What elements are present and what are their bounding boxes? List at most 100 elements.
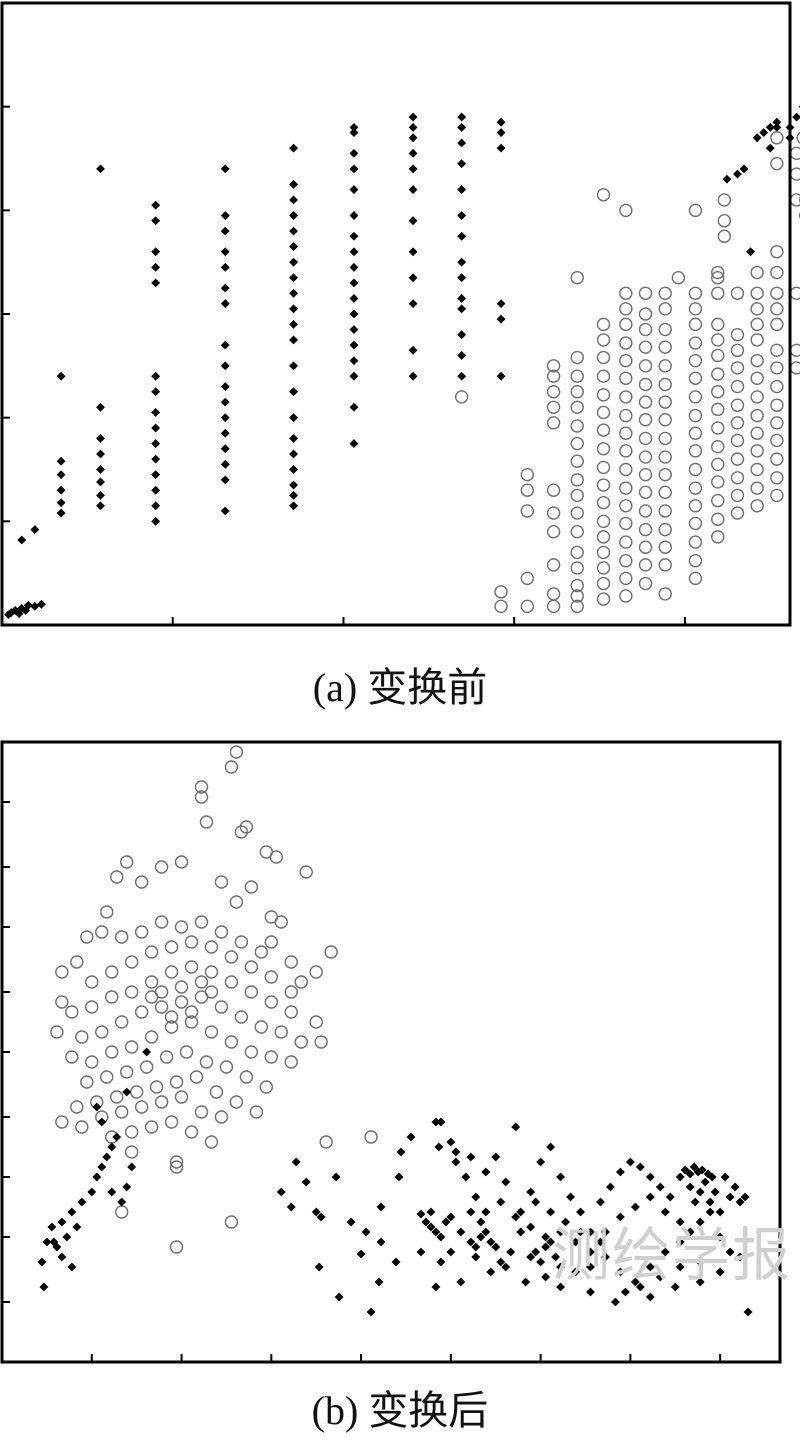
data-point-circle — [224, 975, 239, 989]
data-point-circle — [154, 860, 169, 874]
data-point-circle — [184, 935, 199, 949]
data-point-star — [496, 117, 506, 127]
data-point-circle — [65, 1005, 79, 1019]
data-point-circle — [294, 1035, 308, 1049]
data-point-star — [361, 1227, 371, 1237]
data-point-star — [57, 1217, 67, 1227]
data-point-circle — [619, 317, 633, 332]
data-point-circle — [570, 369, 584, 383]
data-point-star — [349, 247, 359, 257]
data-point-star — [56, 508, 66, 518]
data-point-circle — [219, 1060, 234, 1074]
data-point-star — [421, 1217, 431, 1227]
data-point-star — [289, 319, 298, 329]
data-point-circle — [570, 506, 584, 520]
data-point-circle — [711, 457, 725, 472]
data-point-circle — [494, 585, 508, 599]
data-point-circle — [658, 540, 672, 554]
data-point-circle — [688, 203, 703, 218]
data-point-circle — [159, 1050, 174, 1064]
data-point-circle — [596, 530, 611, 544]
data-point-star — [481, 1167, 491, 1177]
data-point-circle — [100, 1070, 114, 1084]
data-point-circle — [570, 578, 584, 593]
data-point-circle — [638, 485, 653, 500]
data-point-star — [601, 1227, 610, 1237]
data-point-star — [56, 456, 66, 466]
data-point-star — [408, 133, 418, 143]
data-point-star — [14, 609, 24, 619]
data-point-circle — [688, 426, 703, 440]
data-point-circle — [546, 506, 561, 520]
data-point-star — [286, 1202, 296, 1212]
data-point-star — [426, 1222, 436, 1232]
data-point-circle — [169, 1160, 184, 1174]
data-point-star — [740, 1192, 750, 1202]
data-point-circle — [619, 444, 633, 458]
data-point-circle — [194, 915, 209, 929]
data-point-circle — [770, 452, 784, 466]
data-point-star — [446, 1212, 456, 1222]
data-point-circle — [658, 395, 672, 409]
data-point-star — [151, 247, 161, 257]
data-point-star — [735, 1197, 745, 1207]
data-point-circle — [619, 390, 633, 404]
data-point-star — [349, 211, 359, 220]
data-point-star — [92, 1172, 102, 1182]
data-point-star — [655, 1182, 665, 1192]
data-point-star — [96, 477, 105, 487]
data-point-circle — [244, 880, 259, 894]
data-point-circle — [570, 473, 584, 487]
data-point-star — [220, 506, 230, 516]
data-point-circle — [546, 359, 561, 373]
data-point-circle — [570, 525, 584, 539]
data-point-star — [220, 459, 230, 469]
data-point-star — [391, 1257, 401, 1267]
data-point-star — [457, 138, 467, 148]
data-point-circle — [264, 970, 279, 984]
data-point-star — [220, 299, 230, 309]
data-point-circle — [274, 1025, 288, 1039]
data-point-circle — [520, 504, 535, 518]
data-point-star — [408, 148, 418, 158]
data-point-circle — [711, 348, 725, 363]
data-point-circle — [596, 495, 611, 510]
data-point-circle — [124, 1145, 139, 1159]
data-point-circle — [730, 452, 745, 466]
data-point-circle — [85, 1000, 99, 1014]
data-point-circle — [129, 1085, 144, 1099]
data-point-star — [615, 1267, 625, 1277]
data-point-star — [752, 133, 762, 143]
data-point-star — [396, 1147, 406, 1157]
data-point-star — [675, 1262, 685, 1272]
data-point-circle — [234, 1010, 249, 1024]
data-point-circle — [619, 516, 633, 531]
data-point-star — [431, 1282, 441, 1292]
data-point-star — [151, 501, 161, 511]
data-point-circle — [229, 895, 244, 909]
data-point-circle — [711, 402, 725, 417]
data-point-circle — [319, 1135, 333, 1149]
data-point-circle — [114, 1205, 129, 1219]
data-point-star — [349, 340, 359, 350]
data-point-star — [349, 185, 359, 195]
data-point-circle — [619, 499, 633, 513]
data-point-circle — [95, 1025, 109, 1039]
data-point-star — [665, 1192, 675, 1202]
data-point-circle — [730, 471, 745, 485]
data-point-star — [151, 454, 161, 464]
data-point-star — [220, 397, 230, 407]
data-point-star — [77, 1197, 87, 1207]
data-point-circle — [619, 203, 633, 218]
data-point-star — [707, 1172, 717, 1182]
data-point-circle — [730, 433, 745, 448]
data-point-star — [408, 164, 418, 174]
data-point-star — [722, 174, 732, 184]
data-point-star — [349, 309, 359, 319]
data-point-circle — [750, 302, 764, 316]
data-point-star — [289, 304, 298, 314]
data-point-star — [486, 1267, 496, 1277]
data-point-circle — [234, 935, 249, 949]
caption-a: (a) 变换前 — [312, 665, 488, 710]
data-point-circle — [711, 286, 725, 300]
